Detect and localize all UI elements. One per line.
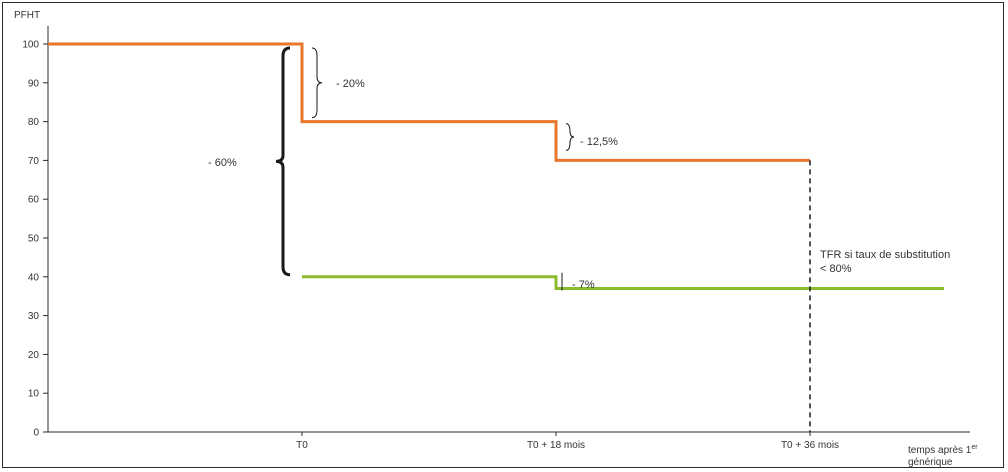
annotation-drop-60: - 60%: [208, 157, 237, 169]
y-tick-label-20: 20: [28, 350, 40, 361]
x-ticks: T0 T0 + 18 mois T0 + 36 mois: [296, 432, 839, 451]
y-tick-label-70: 70: [28, 156, 40, 167]
annotation-tfr-line2: < 80%: [820, 263, 852, 275]
y-tick-label-50: 50: [28, 234, 40, 245]
annotation-drop-12-5: - 12,5%: [580, 136, 618, 148]
annotation-tfr-line1: TFR si taux de substitution: [820, 249, 950, 261]
x-tick-label-t0-18-mois: T0 + 18 mois: [527, 440, 585, 451]
y-tick-label-100: 100: [22, 40, 39, 51]
y-axis-label: PFHT: [14, 10, 40, 21]
y-tick-label-90: 90: [28, 78, 40, 89]
y-tick-label-10: 10: [28, 389, 40, 400]
y-tick-label-60: 60: [28, 195, 40, 206]
annotation-drop-20: - 20%: [336, 78, 365, 90]
y-tick-label-0: 0: [33, 428, 39, 439]
x-tick-label-t0: T0: [296, 440, 308, 451]
x-axis-label-line2: générique: [908, 457, 953, 468]
y-tick-label-40: 40: [28, 272, 40, 283]
y-tick-label-30: 30: [28, 311, 40, 322]
x-axis-label: temps après 1er: [908, 444, 978, 456]
series: [47, 42, 945, 290]
annotations: [275, 46, 811, 432]
brace-drop-60: [275, 46, 291, 277]
x-axis-label-sup: er: [971, 444, 978, 451]
axes: [47, 26, 970, 433]
x-tick-label-t0-36-mois: T0 + 36 mois: [781, 440, 839, 451]
y-ticks: 0 10 20 30 40 50 60 70 80 90 100: [22, 40, 48, 439]
annotation-drop-7: - 7%: [572, 279, 595, 291]
x-axis-label-main: temps après 1: [908, 445, 972, 456]
brace-drop-12-5: [565, 123, 575, 151]
y-tick-label-80: 80: [28, 117, 40, 128]
series-line-1: [48, 42, 810, 162]
brace-drop-20: [311, 47, 323, 119]
series-line-2: [302, 275, 944, 290]
